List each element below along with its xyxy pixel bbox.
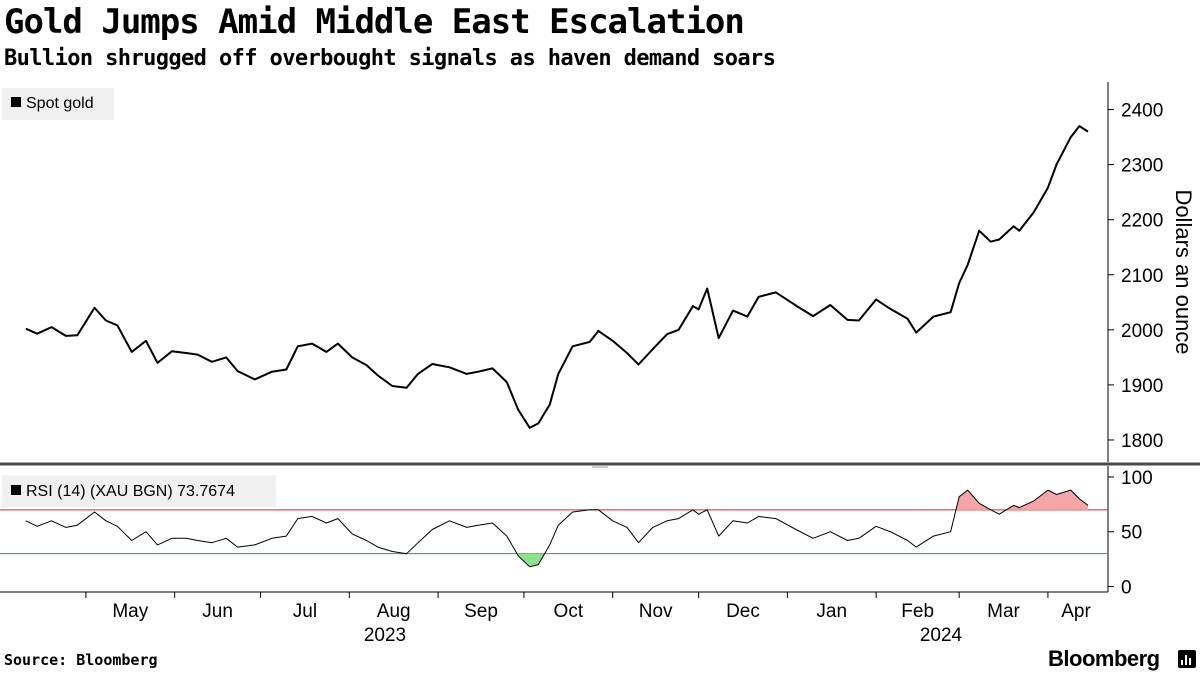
price-y-tick-label: 2300 [1121,156,1163,177]
x-tick-label: Oct [554,601,584,622]
chart-subtitle: Bullion shrugged off overbought signals … [4,46,776,71]
rsi-y-tick-label: 50 [1121,523,1142,544]
rsi-y-tick-label: 100 [1121,468,1153,489]
x-tick-label: May [112,601,148,622]
price-legend-swatch [11,97,21,107]
x-tick-label: Mar [987,601,1020,622]
rsi-legend-label: RSI (14) (XAU BGN) 73.7674 [26,483,235,500]
rsi-line [25,489,1089,568]
oversold-fill [516,553,545,567]
x-tick-label: Apr [1061,601,1091,622]
price-y-tick-label: 1900 [1121,376,1163,397]
chart-title: Gold Jumps Amid Middle East Escalation [4,2,745,42]
x-tick-label: Dec [726,601,760,622]
rsi-y-tick-label: 0 [1121,578,1132,599]
bloomberg-bar-icon [1178,650,1196,668]
x-year-label: 2024 [920,625,963,646]
rsi-legend-swatch [11,485,21,495]
x-tick-label: Sep [464,601,498,622]
x-tick-label: Feb [901,601,934,622]
price-y-tick-label: 2200 [1121,211,1163,232]
overbought-fill [1006,490,1088,510]
x-tick-label: Jul [293,601,317,622]
x-tick-label: Jun [202,601,233,622]
spot-gold-line [25,125,1089,429]
x-tick-label: Jan [816,601,847,622]
source-note: Source: Bloomberg [4,651,158,669]
x-tick-label: Aug [377,601,411,622]
price-y-axis-label: Dollars an ounce [1171,189,1196,354]
x-year-label: 2023 [364,625,406,646]
price-y-tick-label: 2400 [1121,101,1163,122]
rsi-legend-box [2,475,276,507]
price-y-tick-label: 2100 [1121,266,1163,287]
x-tick-label: Nov [639,601,673,622]
bloomberg-logo: Bloomberg [1048,646,1160,671]
price-legend-label: Spot gold [26,95,94,112]
price-y-tick-label: 2000 [1121,321,1163,342]
price-y-tick-label: 1800 [1121,431,1163,452]
